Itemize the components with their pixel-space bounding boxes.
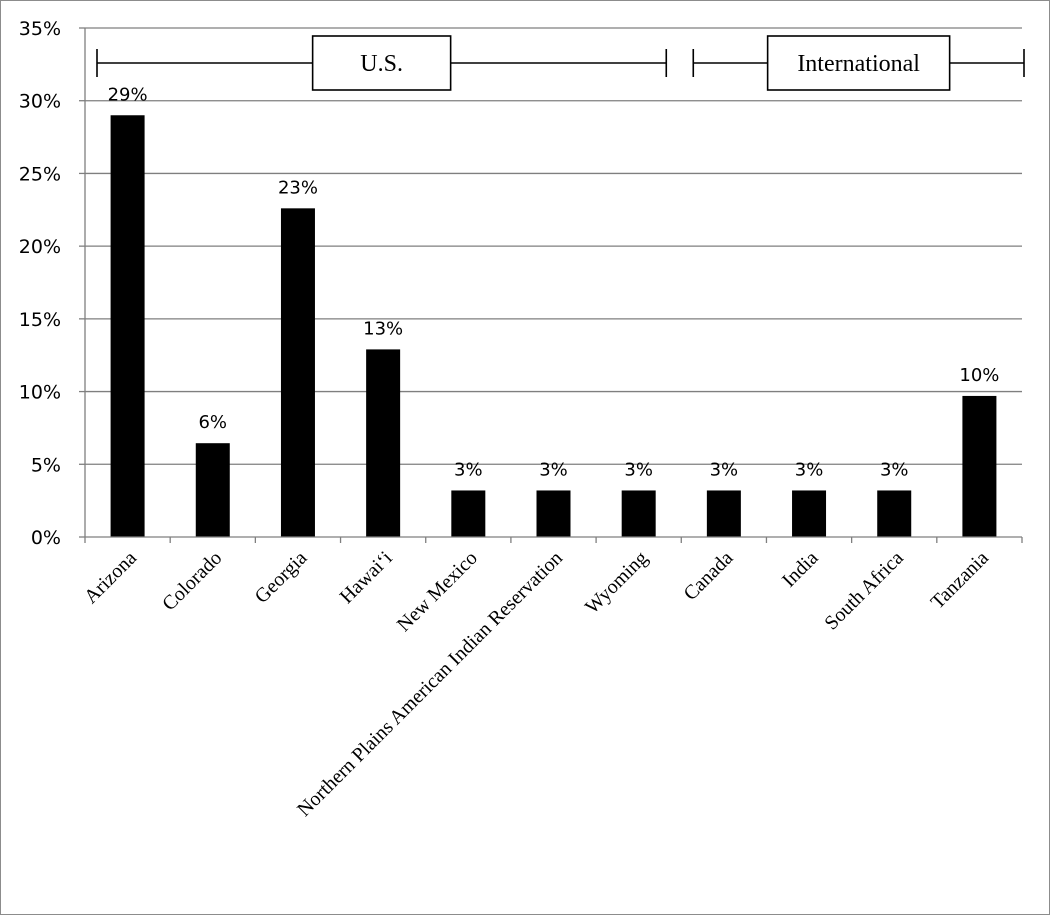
bar	[877, 490, 912, 537]
data-label: 10%	[959, 365, 999, 386]
bar	[962, 395, 997, 537]
group-label-box	[311, 35, 452, 91]
x-tick-label: Tanzania	[927, 547, 993, 613]
y-tick-label: 0%	[31, 527, 61, 549]
data-label: 3%	[539, 459, 568, 480]
x-tick-label: South Africa	[820, 547, 908, 635]
y-tick-label: 10%	[19, 382, 61, 404]
gridlines	[85, 27, 1022, 465]
y-tick-label: 15%	[19, 309, 61, 331]
bar	[280, 208, 315, 537]
group-label: International	[797, 51, 920, 77]
x-tick-label: Wyoming	[581, 547, 652, 618]
bar	[195, 443, 230, 537]
bar	[451, 490, 486, 537]
group-brackets: U.S. International	[96, 35, 1025, 91]
y-axis: 0% 5% 10% 15% 20% 25% 30% 35%	[19, 18, 86, 549]
bar	[366, 349, 401, 537]
y-tick-label: 20%	[19, 236, 61, 258]
data-label: 3%	[880, 459, 909, 480]
bar	[110, 115, 145, 537]
data-label: 6%	[198, 412, 227, 433]
data-label: 3%	[624, 459, 653, 480]
bar	[706, 490, 741, 537]
x-tick-label: New Mexico	[393, 547, 482, 636]
x-tick-label: Arizona	[80, 547, 141, 608]
x-tick-label: Georgia	[251, 547, 312, 608]
y-tick-label: 25%	[19, 163, 61, 185]
x-tick-label: Hawai‘i	[336, 547, 397, 608]
data-label: 29%	[108, 84, 148, 105]
y-tick-label: 35%	[19, 18, 61, 40]
x-tick-label: Colorado	[158, 547, 226, 615]
group-label-box	[766, 35, 951, 91]
bar	[621, 490, 656, 537]
data-label: 23%	[278, 177, 318, 198]
group-label: U.S.	[360, 51, 403, 77]
bars	[110, 115, 997, 537]
x-tick-label: Canada	[679, 547, 737, 605]
y-tick-label: 30%	[19, 91, 61, 113]
y-tick-label: 5%	[31, 454, 61, 476]
bar	[792, 490, 827, 537]
data-label: 3%	[454, 459, 483, 480]
data-label: 13%	[363, 318, 403, 339]
data-label: 3%	[710, 459, 739, 480]
bar	[536, 490, 571, 537]
data-labels: 29% 6% 23% 13% 3% 3% 3% 3% 3% 3% 10%	[108, 84, 1000, 480]
x-tick-label: India	[778, 547, 823, 592]
data-label: 3%	[795, 459, 824, 480]
